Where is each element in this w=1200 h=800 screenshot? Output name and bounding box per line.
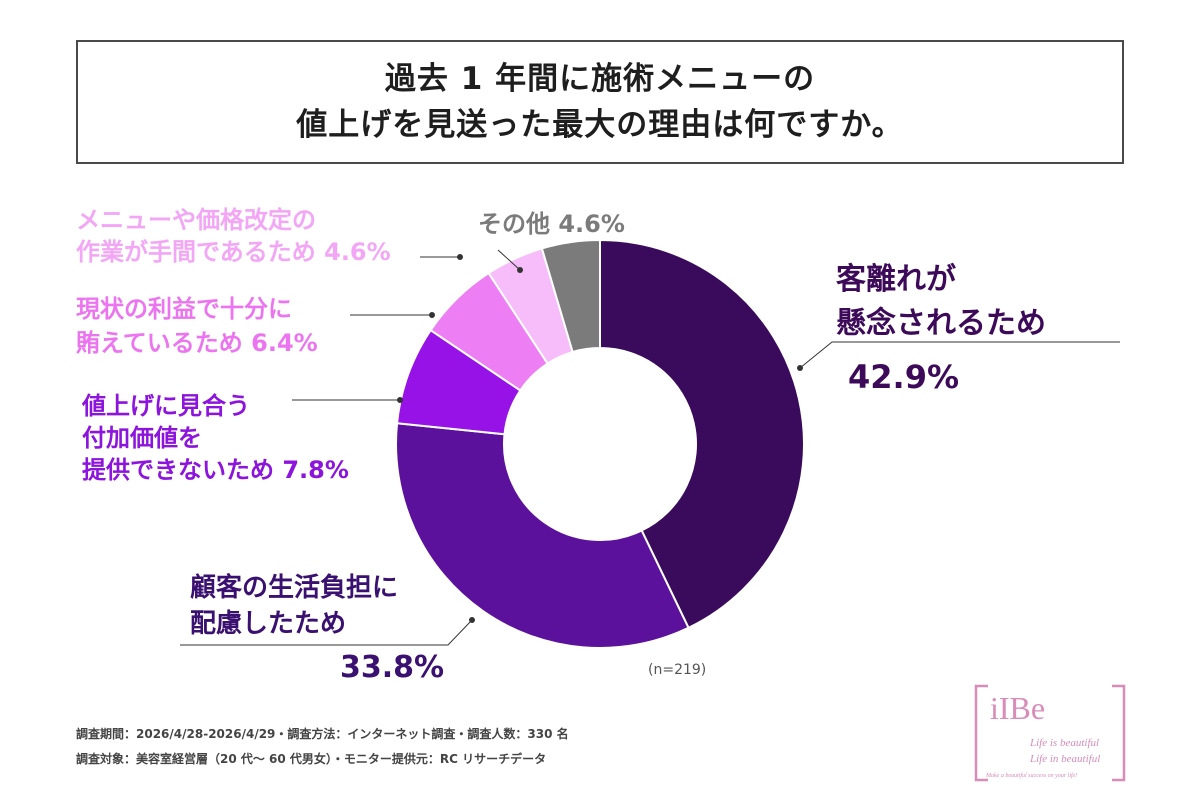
leader-lines <box>180 249 1120 646</box>
label-burden-percent: 33.8% <box>340 650 445 685</box>
footer-survey-period: 調査期間：2026/4/28-2026/4/29・調査方法：インターネット調査・… <box>76 727 569 741</box>
label-value-line-3: 提供できないため 7.8% <box>82 456 349 484</box>
label-burden-line-1: 顧客の生活負担に <box>190 573 399 603</box>
logo-tagline-3: Make a beautiful success on your life! <box>985 772 1077 779</box>
label-customer-burden: 顧客の生活負担に 配慮したため <box>190 570 398 642</box>
label-menu-line-2: 作業が手間であるため 4.6% <box>76 238 391 266</box>
donut-slices <box>395 238 805 649</box>
logo-frame-right <box>1112 684 1126 782</box>
leader-dot-menu <box>457 254 463 260</box>
label-profit-line-1: 現状の利益で十分に <box>76 295 292 323</box>
label-added-value: 値上げに見合う 付加価値を 提供できないため 7.8% <box>82 390 349 486</box>
label-profit-line-2: 賄えているため 6.4% <box>76 329 318 357</box>
label-menu-effort: メニューや価格改定の 作業が手間であるため 4.6% <box>76 204 391 268</box>
label-menu-line-1: メニューや価格改定の <box>76 206 316 234</box>
donut-slice-6 <box>540 238 601 354</box>
label-burden-line-2: 配慮したため <box>190 609 347 639</box>
label-churn-line-1: 客離れが <box>836 262 956 297</box>
footer-survey-target: 調査対象：美容室経営層（20 代～ 60 代男女）・モニター提供元：RC リサー… <box>76 752 547 766</box>
logo-frame-left <box>974 684 988 782</box>
logo-tagline-2: Life in beautiful <box>1029 753 1100 765</box>
leader-dot-other <box>517 267 523 273</box>
logo-tagline-1: Life is beautiful <box>1029 737 1099 749</box>
donut-slice-1 <box>599 238 805 630</box>
label-profit-enough: 現状の利益で十分に 賄えているため 6.4% <box>76 292 318 360</box>
label-value-line-2: 付加価値を <box>82 424 202 452</box>
logo-name: iIBe <box>990 690 1045 726</box>
donut-slice-2 <box>395 422 690 649</box>
label-other: その他 4.6% <box>478 210 625 238</box>
leader-dot-value <box>397 397 403 403</box>
sample-size: (n=219) <box>648 662 707 678</box>
leader-dots <box>397 254 803 623</box>
leader-dot-burden <box>469 617 475 623</box>
leader-other <box>497 249 521 271</box>
title-line-2: 値上げを見送った最大の理由は何ですか。 <box>296 107 904 143</box>
brand-logo: iIBe Life is beautiful Life in beautiful… <box>974 684 1126 782</box>
leader-burden <box>180 619 473 646</box>
title-box: 過去 1 年間に施術メニューの 値上げを見送った最大の理由は何ですか。 <box>76 40 1124 164</box>
leader-churn <box>799 341 1120 369</box>
label-customer-churn: 客離れが 懸念されるため <box>836 258 1046 346</box>
leader-dot-churn <box>797 365 803 371</box>
leader-dot-profit <box>429 312 435 318</box>
label-churn-line-2: 懸念されるため <box>836 306 1046 341</box>
label-value-line-1: 値上げに見合う <box>82 392 250 420</box>
label-churn-percent: 42.9% <box>848 358 960 396</box>
title-line-1: 過去 1 年間に施術メニューの <box>384 61 816 97</box>
